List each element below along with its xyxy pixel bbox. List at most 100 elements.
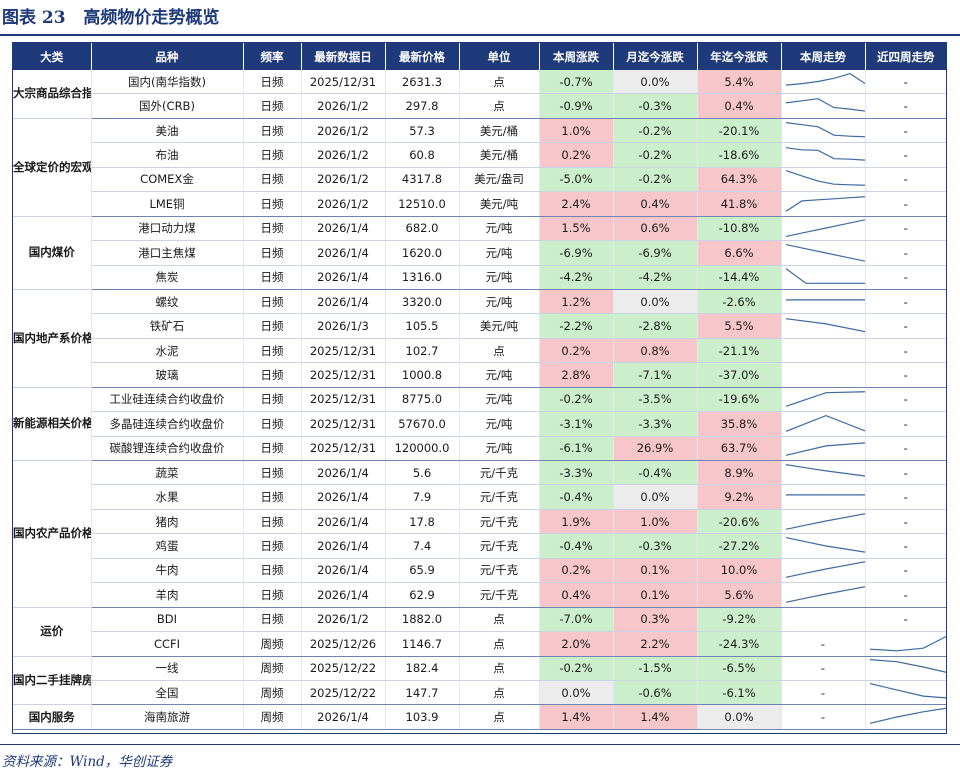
sparkline-svg bbox=[785, 463, 864, 477]
sparkline-svg bbox=[785, 170, 864, 187]
table-row: 多晶硅连续合约收盘价 日频 2025/12/31 57670.0 元/吨 -3.1% -3.… bbox=[13, 411, 946, 437]
table-row: 鸡蛋 日频 2026/1/4 7.4 元/千克 -0.4% -0.3% -27.2% - bbox=[13, 533, 946, 559]
price-table: 大类 品种 频率 最新数据日 最新价格 单位 本周涨跌 月迄今涨跌 年迄今涨跌 … bbox=[13, 43, 946, 730]
item-cell: COMEX金 bbox=[91, 167, 244, 193]
table-row: 全球定价的宏观品种美油日频2026/1/257.3美元/桶1.0%-0.2%-2… bbox=[13, 118, 946, 217]
sparkline-series bbox=[785, 121, 864, 137]
price-cell: 17.8 bbox=[385, 509, 460, 535]
unit-cell: 元/千克 bbox=[459, 558, 540, 584]
weekly-change-cell: 0.4% bbox=[539, 582, 614, 608]
frequency-cell: 周频 bbox=[243, 704, 302, 730]
week-trend-sparkline bbox=[781, 167, 866, 193]
weekly-change-cell: 0.2% bbox=[539, 338, 614, 364]
date-cell: 2025/12/31 bbox=[301, 411, 386, 437]
unit-cell: 美元/吨 bbox=[459, 191, 540, 217]
sparkline-svg bbox=[785, 268, 864, 285]
sparkline-series bbox=[785, 219, 864, 238]
table-row: LME铜 日频 2026/1/2 12510.0 美元/吨 2.4% 0.4% 41.8% - bbox=[13, 191, 946, 217]
date-cell: 2026/1/2 bbox=[301, 167, 386, 193]
week-trend-sparkline bbox=[781, 558, 866, 584]
ytd-change-cell: 5.6% bbox=[697, 582, 782, 608]
item-cell: CCFI bbox=[91, 631, 244, 657]
header-cell: 单位 bbox=[459, 43, 540, 70]
mtd-change-cell: 0.1% bbox=[613, 582, 698, 608]
sparkline-series bbox=[869, 682, 946, 699]
mtd-change-cell: -0.4% bbox=[613, 460, 698, 486]
header-row: 大类 品种 频率 最新数据日 最新价格 单位 本周涨跌 月迄今涨跌 年迄今涨跌 … bbox=[13, 43, 946, 70]
price-cell: 12510.0 bbox=[385, 191, 460, 217]
mtd-change-cell: 0.1% bbox=[613, 558, 698, 584]
ytd-change-cell: -20.1% bbox=[697, 118, 782, 144]
sparkline-svg bbox=[785, 318, 864, 333]
weekly-change-cell: 1.4% bbox=[539, 704, 614, 730]
sparkline-series bbox=[869, 635, 946, 652]
price-cell: 102.7 bbox=[385, 338, 460, 364]
table-row: 国外(CRB) 日频 2026/1/2 297.8 点 -0.9% -0.3% 0.4% - bbox=[13, 93, 946, 119]
sparkline-svg bbox=[785, 586, 864, 603]
item-cell: 港口动力煤 bbox=[91, 216, 244, 242]
date-cell: 2026/1/4 bbox=[301, 289, 386, 315]
header-cell: 月迄今涨跌 bbox=[613, 43, 698, 70]
ytd-change-cell: -37.0% bbox=[697, 362, 782, 388]
four-week-cell: - bbox=[865, 484, 946, 510]
frequency-cell: 日频 bbox=[243, 484, 302, 510]
week-trend-sparkline bbox=[781, 460, 866, 486]
four-week-sparkline bbox=[865, 656, 946, 681]
sparkline-svg bbox=[785, 243, 864, 262]
item-cell: 羊肉 bbox=[91, 582, 244, 608]
frequency-cell: 日频 bbox=[243, 93, 302, 119]
mtd-change-cell: -3.5% bbox=[613, 387, 698, 413]
sparkline-series bbox=[785, 196, 864, 212]
item-cell: 布油 bbox=[91, 142, 244, 168]
ytd-change-cell: 63.7% bbox=[697, 436, 782, 462]
price-cell: 7.9 bbox=[385, 484, 460, 510]
four-week-cell: - bbox=[865, 191, 946, 217]
sparkline-series bbox=[785, 318, 864, 333]
weekly-change-cell: 0.2% bbox=[539, 558, 614, 584]
table-row: 羊肉 日频 2026/1/4 62.9 元/千克 0.4% 0.1% 5.6% - bbox=[13, 582, 946, 608]
weekly-change-cell: -6.9% bbox=[539, 240, 614, 266]
weekly-change-cell: -0.2% bbox=[539, 656, 614, 681]
category-cell: 国内农产品价格 bbox=[13, 460, 92, 608]
unit-cell: 点 bbox=[459, 704, 540, 730]
week-trend-sparkline bbox=[781, 191, 866, 217]
unit-cell: 点 bbox=[459, 680, 540, 706]
weekly-change-cell: -3.1% bbox=[539, 411, 614, 437]
four-week-cell: - bbox=[865, 533, 946, 559]
unit-cell: 元/吨 bbox=[459, 387, 540, 413]
sparkline-svg bbox=[869, 635, 946, 652]
header-cell: 品种 bbox=[91, 43, 244, 70]
week-trend-sparkline bbox=[781, 142, 866, 168]
category-cell: 国内地产系价格 bbox=[13, 289, 92, 388]
sparkline-svg bbox=[782, 340, 866, 362]
unit-cell: 点 bbox=[459, 70, 540, 95]
table-body: 大宗商品综合指数国内(南华指数)日频2025/12/312631.3点-0.7%… bbox=[13, 70, 946, 730]
item-cell: 多晶硅连续合约收盘价 bbox=[91, 411, 244, 437]
four-week-cell: - bbox=[865, 313, 946, 339]
sparkline-svg bbox=[785, 537, 864, 553]
sparkline-series bbox=[785, 391, 864, 408]
item-cell: 牛肉 bbox=[91, 558, 244, 584]
frequency-cell: 日频 bbox=[243, 142, 302, 168]
table-row: 全国 周频 2025/12/22 147.7 点 0.0% -0.6% -6.1% - bbox=[13, 680, 946, 706]
frequency-cell: 日频 bbox=[243, 509, 302, 535]
table-row: 国内煤价 港口动力煤 日频 2026/1/4 682.0 元/吨 1.5% 0.6% -10.8… bbox=[13, 216, 946, 290]
frequency-cell: 日频 bbox=[243, 607, 302, 633]
figure-label: 图表 23 bbox=[2, 8, 66, 28]
price-cell: 1882.0 bbox=[385, 607, 460, 633]
ytd-change-cell: 5.5% bbox=[697, 313, 782, 339]
date-cell: 2025/12/26 bbox=[301, 631, 386, 657]
date-cell: 2025/12/31 bbox=[301, 338, 386, 364]
item-cell: 国内(南华指数) bbox=[91, 70, 244, 95]
date-cell: 2026/1/4 bbox=[301, 558, 386, 584]
mtd-change-cell: 1.4% bbox=[613, 704, 698, 730]
price-cell: 5.6 bbox=[385, 460, 460, 486]
price-cell: 297.8 bbox=[385, 93, 460, 119]
item-cell: 国外(CRB) bbox=[91, 93, 244, 119]
weekly-change-cell: 1.0% bbox=[539, 118, 614, 144]
weekly-change-cell: 2.8% bbox=[539, 362, 614, 388]
frequency-cell: 日频 bbox=[243, 313, 302, 339]
frequency-cell: 日频 bbox=[243, 265, 302, 290]
four-week-cell: - bbox=[865, 289, 946, 315]
weekly-change-cell: 0.2% bbox=[539, 142, 614, 168]
